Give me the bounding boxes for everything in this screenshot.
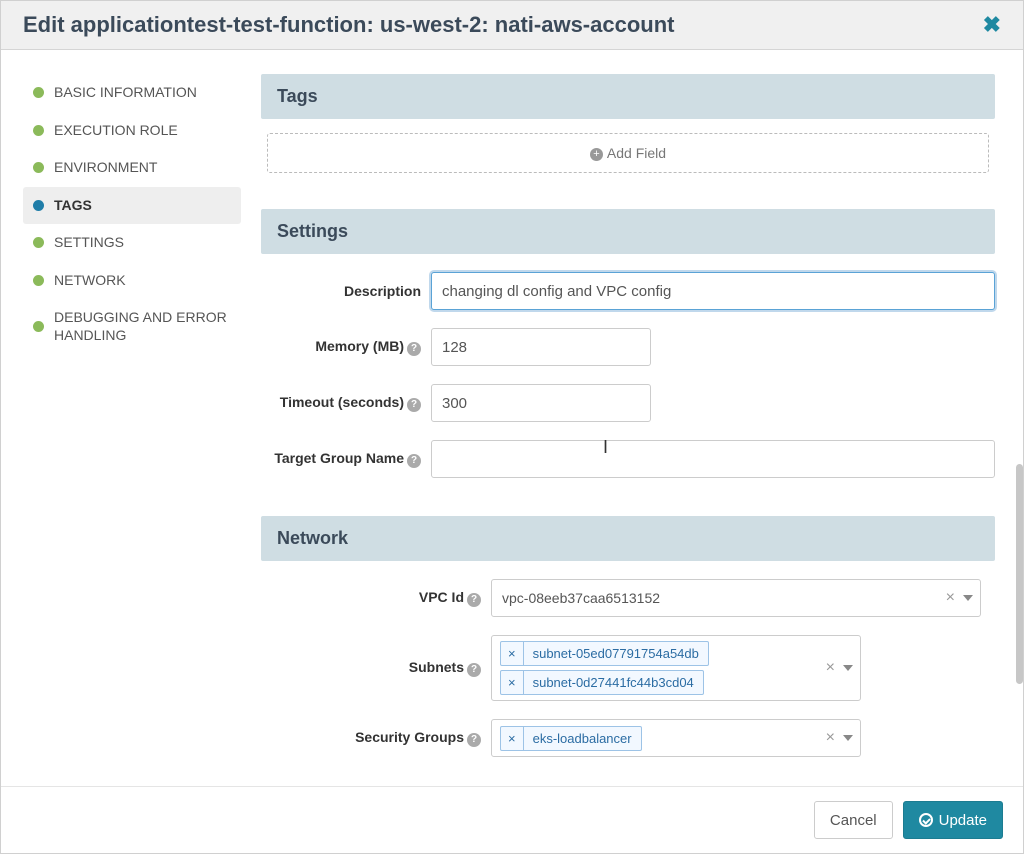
label-security-groups: Security Groups? <box>261 729 491 747</box>
sidebar-item-tags[interactable]: TAGS <box>23 187 241 225</box>
help-icon[interactable]: ? <box>467 663 481 677</box>
status-dot-icon <box>33 200 44 211</box>
sidebar-item-label: TAGS <box>54 197 92 215</box>
add-field-label: Add Field <box>607 145 666 161</box>
label-description: Description <box>261 283 431 299</box>
subnet-tag: × subnet-05ed07791754a54db <box>500 641 709 666</box>
remove-tag-icon[interactable]: × <box>501 642 524 665</box>
sidebar-item-label: DEBUGGING AND ERROR HANDLING <box>54 309 231 344</box>
sidebar: BASIC INFORMATION EXECUTION ROLE ENVIRON… <box>1 64 251 786</box>
chevron-down-icon[interactable] <box>843 735 853 741</box>
chevron-down-icon[interactable] <box>963 595 973 601</box>
subnet-tag: × subnet-0d27441fc44b3cd04 <box>500 670 704 695</box>
check-icon <box>919 813 933 827</box>
security-group-tag-label: eks-loadbalancer <box>524 727 641 750</box>
sidebar-item-label: ENVIRONMENT <box>54 159 157 177</box>
scrollbar-thumb[interactable] <box>1016 464 1023 684</box>
timeout-input[interactable] <box>431 384 651 422</box>
row-target-group: Target Group Name? I <box>261 440 995 478</box>
sidebar-item-label: EXECUTION ROLE <box>54 122 178 140</box>
status-dot-icon <box>33 237 44 248</box>
modal-body: BASIC INFORMATION EXECUTION ROLE ENVIRON… <box>1 50 1023 786</box>
sidebar-item-execution-role[interactable]: EXECUTION ROLE <box>23 112 241 150</box>
sidebar-item-network[interactable]: NETWORK <box>23 262 241 300</box>
sidebar-item-label: NETWORK <box>54 272 126 290</box>
help-icon[interactable]: ? <box>467 733 481 747</box>
status-dot-icon <box>33 162 44 173</box>
sidebar-item-settings[interactable]: SETTINGS <box>23 224 241 262</box>
row-vpc: VPC Id? vpc-08eeb37caa6513152 × <box>261 579 995 617</box>
target-group-input[interactable] <box>431 440 995 478</box>
cancel-button[interactable]: Cancel <box>814 801 893 839</box>
sidebar-item-basic-information[interactable]: BASIC INFORMATION <box>23 74 241 112</box>
edit-function-modal: Edit applicationtest-test-function: us-w… <box>1 1 1023 853</box>
subnet-tag-label: subnet-05ed07791754a54db <box>524 642 708 665</box>
row-subnets: Subnets? × subnet-05ed07791754a54db × su… <box>261 635 995 701</box>
subnet-tag-label: subnet-0d27441fc44b3cd04 <box>524 671 703 694</box>
row-description: Description <box>261 272 995 310</box>
sidebar-item-label: BASIC INFORMATION <box>54 84 197 102</box>
plus-icon: + <box>590 148 603 161</box>
sidebar-item-label: SETTINGS <box>54 234 124 252</box>
description-input[interactable] <box>431 272 995 310</box>
update-button[interactable]: Update <box>903 801 1003 839</box>
close-icon[interactable]: ✖ <box>983 12 1001 38</box>
update-button-label: Update <box>939 812 987 829</box>
modal-footer: Cancel Update <box>1 786 1023 853</box>
modal-title: Edit applicationtest-test-function: us-w… <box>23 12 674 38</box>
security-group-tag: × eks-loadbalancer <box>500 726 642 751</box>
section-heading-tags: Tags <box>261 74 995 119</box>
status-dot-icon <box>33 275 44 286</box>
help-icon[interactable]: ? <box>407 398 421 412</box>
label-target-group: Target Group Name? <box>261 450 431 468</box>
chevron-down-icon[interactable] <box>843 665 853 671</box>
help-icon[interactable]: ? <box>407 342 421 356</box>
sidebar-item-environment[interactable]: ENVIRONMENT <box>23 149 241 187</box>
status-dot-icon <box>33 125 44 136</box>
label-memory: Memory (MB)? <box>261 338 431 356</box>
add-field-button[interactable]: + Add Field <box>267 133 989 173</box>
row-security-groups: Security Groups? × eks-loadbalancer × <box>261 719 995 757</box>
row-memory: Memory (MB)? <box>261 328 995 366</box>
modal-header: Edit applicationtest-test-function: us-w… <box>1 1 1023 50</box>
label-vpc: VPC Id? <box>261 589 491 607</box>
label-timeout: Timeout (seconds)? <box>261 394 431 412</box>
vpc-select[interactable]: vpc-08eeb37caa6513152 × <box>491 579 981 617</box>
cancel-button-label: Cancel <box>830 812 877 829</box>
status-dot-icon <box>33 321 44 332</box>
row-timeout: Timeout (seconds)? <box>261 384 995 422</box>
memory-input[interactable] <box>431 328 651 366</box>
security-groups-select[interactable]: × eks-loadbalancer × <box>491 719 861 757</box>
remove-tag-icon[interactable]: × <box>501 671 524 694</box>
section-heading-network: Network <box>261 516 995 561</box>
status-dot-icon <box>33 87 44 98</box>
vpc-value: vpc-08eeb37caa6513152 <box>500 590 660 606</box>
remove-tag-icon[interactable]: × <box>501 727 524 750</box>
content-panel: Tags + Add Field Settings Description Mem… <box>251 64 1023 786</box>
clear-icon[interactable]: × <box>946 589 955 607</box>
sidebar-item-debugging[interactable]: DEBUGGING AND ERROR HANDLING <box>23 299 241 354</box>
label-subnets: Subnets? <box>261 659 491 677</box>
section-heading-settings: Settings <box>261 209 995 254</box>
clear-icon[interactable]: × <box>826 659 835 677</box>
help-icon[interactable]: ? <box>407 454 421 468</box>
help-icon[interactable]: ? <box>467 593 481 607</box>
subnets-select[interactable]: × subnet-05ed07791754a54db × subnet-0d27… <box>491 635 861 701</box>
clear-icon[interactable]: × <box>826 729 835 747</box>
